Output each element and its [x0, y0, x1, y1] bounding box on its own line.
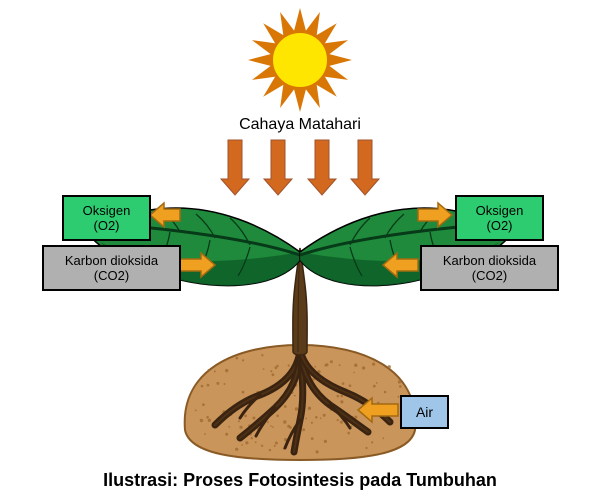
- box-air-text: Air: [416, 404, 433, 420]
- sun-label: Cahaya Matahari: [0, 116, 600, 134]
- box-oxygen-right-line1: Oksigen: [476, 203, 524, 218]
- box-oxygen-right-line2: (O2): [487, 218, 513, 233]
- sun-label-text: Cahaya Matahari: [239, 116, 361, 133]
- box-oxygen-left: Oksigen (O2): [62, 195, 151, 241]
- caption-text: Ilustrasi: Proses Fotosintesis pada Tumb…: [103, 470, 497, 490]
- diagram-canvas: Cahaya Matahari Oksigen (O2) Oksigen (O2…: [0, 0, 600, 500]
- sunray-arrow-icon: [264, 140, 292, 195]
- sunray-arrow-icon: [221, 140, 249, 195]
- box-co2-left: Karbon dioksida (CO2): [42, 245, 181, 291]
- box-air: Air: [400, 395, 449, 429]
- diagram-caption: Ilustrasi: Proses Fotosintesis pada Tumb…: [0, 470, 600, 491]
- box-co2-right-line2: (CO2): [472, 268, 507, 283]
- box-co2-left-line2: (CO2): [94, 268, 129, 283]
- box-oxygen-left-line2: (O2): [94, 218, 120, 233]
- box-co2-right-line1: Karbon dioksida: [443, 253, 536, 268]
- sunray-arrow-icon: [308, 140, 336, 195]
- box-co2-left-line1: Karbon dioksida: [65, 253, 158, 268]
- sun-icon: [248, 8, 352, 112]
- sunray-arrow-icon: [351, 140, 379, 195]
- box-oxygen-left-line1: Oksigen: [83, 203, 131, 218]
- box-oxygen-right: Oksigen (O2): [455, 195, 544, 241]
- box-co2-right: Karbon dioksida (CO2): [420, 245, 559, 291]
